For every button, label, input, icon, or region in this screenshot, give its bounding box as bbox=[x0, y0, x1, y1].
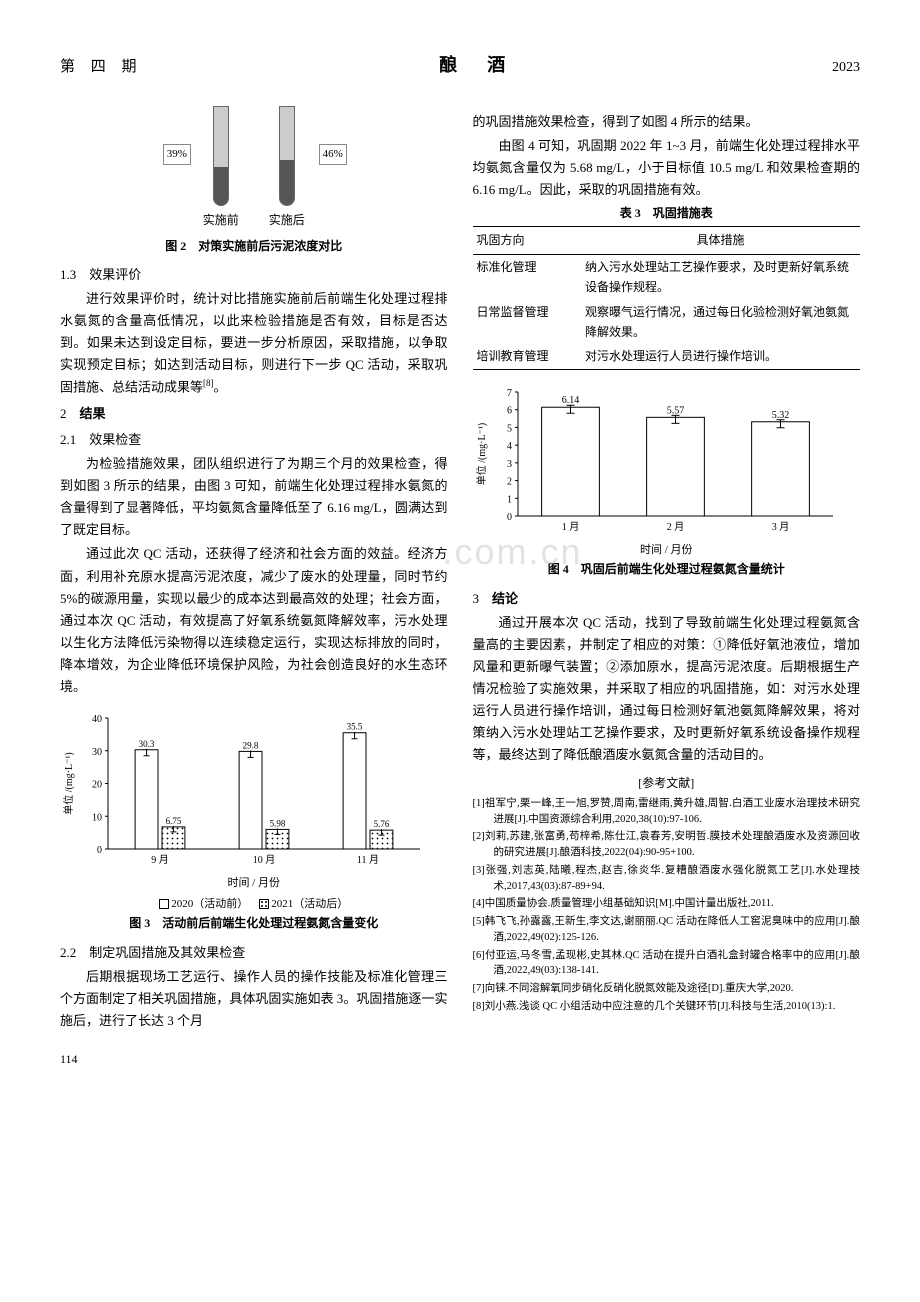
reference-item: [3]张强,刘志英,陆曦,程杰,赵吉,徐炎华.复糟酿酒废水强化脱氮工艺[J].水… bbox=[473, 863, 861, 895]
figure-2-tubes: 39% 实施前 46% 实施后 bbox=[60, 111, 448, 231]
svg-text:5.32: 5.32 bbox=[771, 409, 789, 420]
svg-text:3: 3 bbox=[507, 459, 512, 470]
para-right-top1: 的巩固措施效果检查，得到了如图 4 所示的结果。 bbox=[473, 111, 861, 133]
page-number: 114 bbox=[60, 1049, 860, 1069]
legend-swatch-after bbox=[259, 899, 269, 909]
svg-text:30: 30 bbox=[92, 747, 102, 758]
fig3-legend: 2020（活动前） 2021（活动后） bbox=[60, 895, 448, 914]
references-list: [1]祖军宁,栗一峰,王一旭,罗赞,周南,雷继雨,黄升雄,周智.白酒工业废水治理… bbox=[473, 796, 861, 1015]
reference-item: [5]韩飞飞,孙露露,王新生,李文达,谢丽丽.QC 活动在降低人工窖泥臭味中的应… bbox=[473, 914, 861, 946]
svg-text:5.76: 5.76 bbox=[374, 819, 390, 829]
svg-text:30.3: 30.3 bbox=[139, 739, 155, 749]
figure-4-title: 图 4 巩固后前端生化处理过程氨氮含量统计 bbox=[473, 559, 861, 579]
table-row-key: 日常监督管理 bbox=[473, 300, 582, 345]
svg-text:6.14: 6.14 bbox=[561, 395, 579, 406]
sec-1-3-title: 效果评价 bbox=[89, 267, 141, 282]
svg-text:1: 1 bbox=[507, 494, 512, 505]
sec-1-3-num: 1.3 bbox=[60, 267, 76, 282]
fig4-xlabel: 时间 / 月份 bbox=[473, 541, 861, 560]
para-2-1-a: 为检验措施效果，团队组织进行了为期三个月的效果检查，得到如图 3 所示的结果，由… bbox=[60, 453, 448, 541]
reference-item: [4]中国质量协会.质量管理小组基础知识[M].中国计量出版社,2011. bbox=[473, 896, 861, 912]
svg-text:单位 /(mg·L⁻¹): 单位 /(mg·L⁻¹) bbox=[475, 422, 488, 484]
legend-swatch-before bbox=[159, 899, 169, 909]
svg-text:0: 0 bbox=[507, 512, 512, 523]
figure-4-chart: 0 1 2 3 4 5 6 7 单位 /(mg·L⁻¹) 6.14 1 月 5.57 2 月 5.32 3 … bbox=[473, 378, 861, 580]
table-3: 巩固方向 具体措施 标准化管理纳入污水处理站工艺操作要求，及时更新好氧系统设备操… bbox=[473, 226, 861, 369]
tube-right-pct: 46% bbox=[319, 144, 347, 165]
table-3-title: 表 3 巩固措施表 bbox=[473, 203, 861, 223]
svg-text:0: 0 bbox=[97, 845, 102, 856]
table-row-key: 培训教育管理 bbox=[473, 344, 582, 369]
para-2-2: 后期根据现场工艺运行、操作人员的操作技能及标准化管理三个方面制定了相关巩固措施，… bbox=[60, 966, 448, 1032]
svg-text:1 月: 1 月 bbox=[561, 521, 579, 533]
figure-3-title: 图 3 活动前后前端生化处理过程氨氮含量变化 bbox=[60, 913, 448, 933]
para-right-top2: 由图 4 可知，巩固期 2022 年 1~3 月，前端生化处理过程排水平均氨氮含… bbox=[473, 135, 861, 201]
sec-2-2-title: 制定巩固措施及其效果检查 bbox=[89, 945, 245, 960]
table-3-header-2: 具体措施 bbox=[581, 227, 860, 254]
tube-after bbox=[279, 106, 295, 206]
tube-after-caption: 实施后 bbox=[269, 210, 305, 230]
svg-text:2: 2 bbox=[507, 476, 512, 487]
svg-text:20: 20 bbox=[92, 780, 102, 791]
sec-2-1-num: 2.1 bbox=[60, 432, 76, 447]
sec-2-2-num: 2.2 bbox=[60, 945, 76, 960]
svg-text:7: 7 bbox=[507, 388, 512, 399]
references-title: [参考文献] bbox=[473, 773, 861, 793]
year-label: 2023 bbox=[832, 56, 860, 80]
svg-text:2 月: 2 月 bbox=[666, 521, 684, 533]
svg-text:9 月: 9 月 bbox=[151, 854, 169, 866]
svg-text:5.98: 5.98 bbox=[270, 819, 286, 829]
svg-text:40: 40 bbox=[92, 714, 102, 725]
sec-3-title: 结论 bbox=[492, 591, 518, 606]
page-header: 第 四 期 酿酒 2023 bbox=[60, 50, 860, 81]
svg-text:单位 /(mg·L⁻¹): 单位 /(mg·L⁻¹) bbox=[62, 752, 75, 814]
tube-left-pct: 39% bbox=[163, 144, 191, 165]
figure-3-chart: 0 10 20 30 40 单位 /(mg·L⁻¹) 30.3 6.75 9 月 29.8 5.98… bbox=[60, 706, 448, 934]
svg-text:5.57: 5.57 bbox=[666, 405, 684, 416]
svg-text:4: 4 bbox=[507, 441, 512, 452]
svg-text:10 月: 10 月 bbox=[253, 854, 276, 866]
para-1-3: 进行效果评价时，统计对比措施实施前后前端生化处理过程排水氨氮的含量高低情况，以此… bbox=[60, 288, 448, 399]
table-row-val: 对污水处理运行人员进行操作培训。 bbox=[581, 344, 860, 369]
right-column: 的巩固措施效果检查，得到了如图 4 所示的结果。 由图 4 可知，巩固期 202… bbox=[473, 111, 861, 1035]
svg-text:29.8: 29.8 bbox=[243, 740, 259, 750]
table-row-val: 纳入污水处理站工艺操作要求，及时更新好氧系统设备操作规程。 bbox=[581, 254, 860, 299]
para-2-1-b: 通过此次 QC 活动，还获得了经济和社会方面的效益。经济方面，利用补充原水提高污… bbox=[60, 543, 448, 698]
sec-2-title: 结果 bbox=[80, 406, 106, 421]
svg-text:10: 10 bbox=[92, 812, 102, 823]
issue-label: 第 四 期 bbox=[60, 55, 143, 81]
table-row-key: 标准化管理 bbox=[473, 254, 582, 299]
sec-2-1-title: 效果检查 bbox=[89, 432, 141, 447]
reference-item: [8]刘小燕.浅谈 QC 小组活动中应注意的几个关键环节[J].科技与生活,20… bbox=[473, 999, 861, 1015]
sec-2-num: 2 bbox=[60, 406, 67, 421]
svg-text:6.75: 6.75 bbox=[166, 816, 182, 826]
svg-text:6: 6 bbox=[507, 405, 512, 416]
svg-text:35.5: 35.5 bbox=[347, 722, 363, 732]
svg-text:5: 5 bbox=[507, 423, 512, 434]
reference-item: [2]刘莉,苏建,张富勇,苟梓希,陈仕江,袁春芳,安明哲.膜技术处理酿酒废水及资… bbox=[473, 829, 861, 861]
svg-text:11 月: 11 月 bbox=[357, 854, 379, 866]
fig3-xlabel: 时间 / 月份 bbox=[60, 874, 448, 893]
left-column: 39% 实施前 46% 实施后 图 2 对策实施前后污泥浓度对比 1.3 效果评… bbox=[60, 111, 448, 1035]
journal-title: 酿酒 bbox=[439, 50, 535, 81]
reference-item: [1]祖军宁,栗一峰,王一旭,罗赞,周南,雷继雨,黄升雄,周智.白酒工业废水治理… bbox=[473, 796, 861, 828]
table-row-val: 观察曝气运行情况，通过每日化验检测好氧池氨氮降解效果。 bbox=[581, 300, 860, 345]
para-3: 通过开展本次 QC 活动，找到了导致前端生化处理过程氨氮含量高的主要因素，并制定… bbox=[473, 612, 861, 767]
figure-2-title: 图 2 对策实施前后污泥浓度对比 bbox=[60, 236, 448, 256]
sec-3-num: 3 bbox=[473, 591, 480, 606]
reference-item: [7]向铼.不同溶解氧同步硝化反硝化脱氮效能及途径[D].重庆大学,2020. bbox=[473, 981, 861, 997]
tube-before bbox=[213, 106, 229, 206]
table-3-header-1: 巩固方向 bbox=[473, 227, 582, 254]
tube-before-caption: 实施前 bbox=[203, 210, 239, 230]
reference-item: [6]付亚运,马冬雪,孟现彬,史其林.QC 活动在提升白酒礼盒封罐合格率中的应用… bbox=[473, 948, 861, 980]
svg-text:3 月: 3 月 bbox=[771, 521, 789, 533]
